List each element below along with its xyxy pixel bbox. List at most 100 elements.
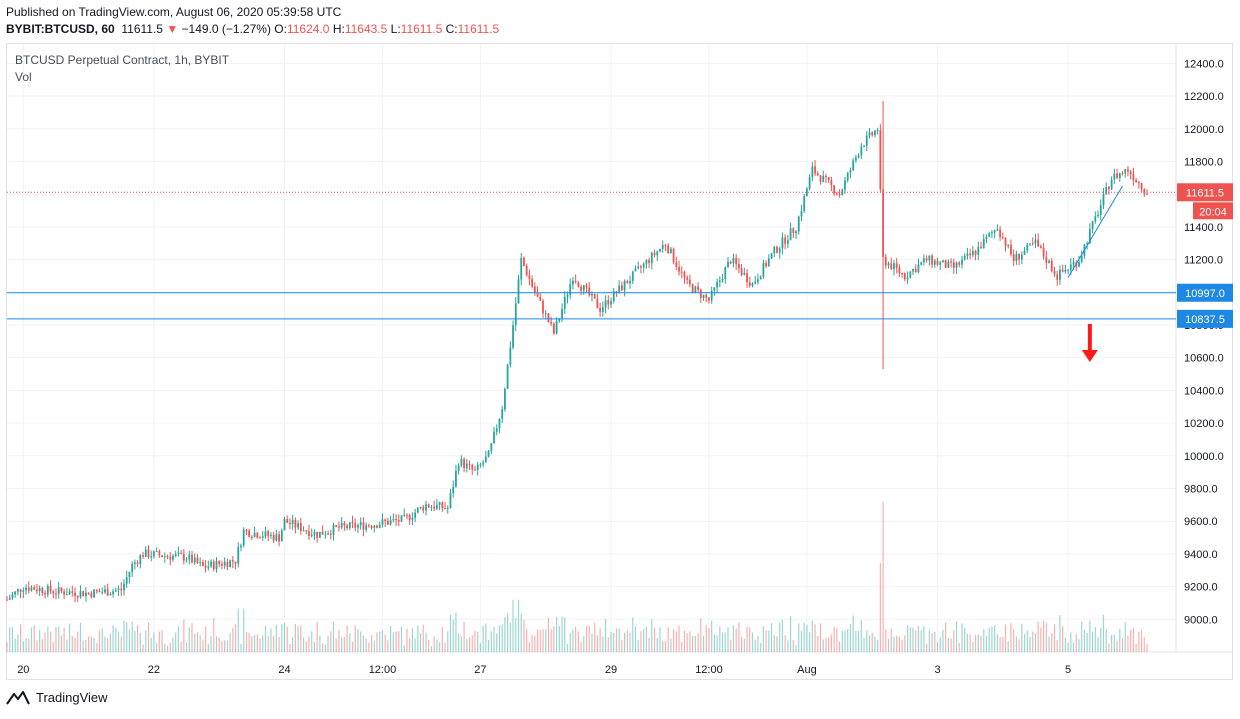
candle-body [302, 530, 305, 532]
volume-bar [341, 637, 343, 652]
volume-bar [164, 643, 166, 652]
y-tick-label: 12000.0 [1184, 124, 1224, 136]
volume-bar [202, 639, 204, 652]
volume-bar [613, 633, 615, 652]
volume-bar [977, 634, 979, 652]
candle-body [857, 155, 860, 158]
volume-bar [659, 627, 661, 652]
footer[interactable]: TradingView [6, 690, 108, 705]
volume-bar [553, 626, 555, 652]
volume-bar [370, 635, 373, 652]
candle-body [664, 245, 667, 247]
candle-body [85, 592, 87, 597]
candle-body [759, 276, 762, 280]
candle-body [950, 261, 953, 263]
volume-bar [841, 630, 843, 652]
volume-bar [776, 636, 778, 652]
candle-body [789, 228, 792, 241]
volume-bar [1111, 635, 1113, 652]
close-label: C: [445, 22, 458, 36]
chart-frame [6, 43, 1233, 680]
volume-bar [928, 630, 930, 652]
volume-bar [743, 638, 745, 652]
volume-bar [131, 621, 133, 652]
candle-body [585, 285, 588, 288]
volume-bar [931, 632, 933, 652]
price-label-text: 10837.5 [1185, 314, 1225, 326]
candle-body [1053, 271, 1056, 275]
down-arrow-shaft [1087, 324, 1092, 350]
volume-bar [74, 637, 76, 652]
candle-body [797, 216, 800, 232]
volume-bar [327, 635, 329, 652]
candle-body [884, 256, 887, 266]
candle-body [166, 555, 169, 557]
volume-bar [656, 637, 658, 652]
candle-body [182, 553, 185, 561]
volume-bar [566, 644, 569, 652]
volume-bar [664, 640, 667, 652]
volume-bar [803, 622, 805, 652]
volume-bar [409, 638, 411, 652]
candle-body [71, 591, 74, 593]
volume-bar [436, 639, 438, 652]
candle-body [844, 180, 846, 190]
volume-bar [784, 635, 786, 652]
candle-body [117, 588, 120, 591]
candle-body [109, 594, 112, 596]
volume-bar [283, 623, 286, 652]
candle-body [11, 594, 14, 599]
candle-body [893, 263, 895, 270]
candle-body [493, 431, 495, 444]
volume-bar [610, 632, 612, 652]
candle-body [1001, 236, 1004, 238]
volume-bar [234, 624, 237, 652]
candle-body [474, 469, 476, 471]
volume-bar [278, 636, 280, 652]
volume-bar [1064, 637, 1066, 652]
candle-body [838, 194, 841, 196]
volume-bar [942, 629, 944, 652]
candle-body [98, 591, 101, 593]
candle-body [512, 325, 514, 348]
tradingview-logo-icon [6, 690, 30, 705]
volume-bar [874, 636, 876, 652]
volume-bar [618, 628, 620, 652]
volume-bar [847, 629, 849, 652]
volume-bar [512, 599, 514, 652]
volume-bar [311, 631, 313, 652]
volume-bar [60, 635, 63, 652]
candle-body [1137, 181, 1140, 184]
candle-body [1094, 216, 1097, 222]
candle-body [561, 308, 563, 319]
candle-body [629, 280, 631, 284]
volume-bar [1124, 622, 1126, 652]
candle-body [961, 259, 963, 265]
volume-bar [692, 635, 694, 652]
volume-bar [322, 643, 324, 652]
candle-body [743, 272, 746, 275]
volume-group [6, 502, 1148, 652]
volume-bar [936, 641, 939, 652]
volume-bar [501, 624, 503, 652]
candle-body [985, 236, 988, 240]
volume-bar [1127, 635, 1129, 652]
candle-body [104, 589, 106, 593]
candle-body [338, 526, 340, 528]
candle-body [852, 160, 855, 171]
candle-body [280, 530, 283, 542]
volume-bar [419, 633, 422, 652]
candle-body [672, 248, 675, 263]
candle-body [455, 470, 457, 487]
candle-body [120, 588, 123, 591]
volume-bar [507, 613, 509, 652]
volume-bar [251, 636, 253, 652]
volume-bar [1081, 621, 1083, 652]
volume-bar [338, 630, 340, 652]
volume-bar [550, 629, 552, 652]
candle-body [237, 547, 240, 564]
last-price: 11611.5 [121, 22, 163, 36]
volume-bar [232, 627, 234, 652]
candle-body [822, 175, 825, 182]
